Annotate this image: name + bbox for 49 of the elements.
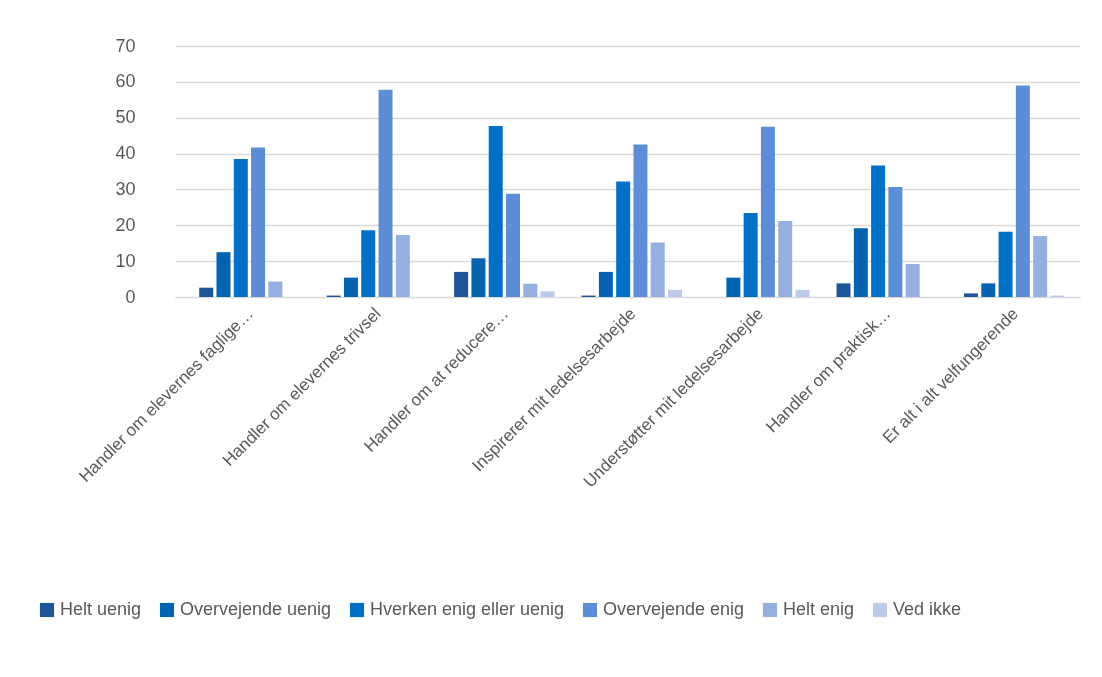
y-tick-label: 40	[115, 143, 136, 164]
bar	[616, 181, 631, 297]
bar	[633, 144, 648, 297]
bar	[343, 277, 358, 297]
bar	[871, 165, 886, 297]
legend-label: Overvejende uenig	[180, 599, 332, 619]
bar	[760, 126, 775, 297]
bar	[905, 264, 920, 297]
legend-label: Helt uenig	[60, 599, 142, 619]
bar	[251, 147, 266, 297]
bar	[540, 291, 555, 297]
bar	[216, 252, 231, 297]
bar	[268, 281, 283, 297]
bar	[650, 242, 665, 297]
bar	[853, 228, 868, 297]
bar	[506, 193, 520, 297]
bar	[598, 271, 613, 297]
bar	[743, 213, 758, 297]
y-tick-label: 10	[115, 250, 136, 271]
y-tick-label: 70	[115, 35, 136, 56]
bar	[778, 220, 793, 297]
bar	[964, 293, 979, 297]
bar	[395, 234, 410, 297]
bar	[726, 277, 741, 297]
bar	[523, 283, 538, 297]
legend-label: Hverken enig eller uenig	[370, 599, 565, 619]
bar	[199, 287, 214, 297]
bar	[795, 289, 810, 297]
y-tick-label: 50	[115, 107, 136, 128]
bar	[471, 258, 486, 297]
bar	[668, 289, 683, 297]
bar	[1033, 236, 1048, 297]
y-tick-label: 30	[115, 178, 136, 199]
legend-label: Ved ikke	[893, 599, 962, 619]
bar	[488, 125, 503, 297]
legend-label: Overvejende enig	[603, 599, 745, 619]
y-tick-label: 60	[115, 71, 136, 92]
bar	[454, 271, 469, 297]
bar	[361, 230, 376, 297]
bar	[998, 231, 1013, 297]
y-tick-label: 0	[125, 286, 136, 307]
y-tick-label: 20	[115, 214, 136, 235]
bar	[233, 158, 248, 297]
bar	[981, 283, 996, 297]
bar	[1015, 85, 1030, 297]
bar	[378, 89, 393, 297]
bar	[836, 283, 851, 297]
legend-label: Helt enig	[783, 599, 855, 619]
bar	[888, 186, 903, 297]
